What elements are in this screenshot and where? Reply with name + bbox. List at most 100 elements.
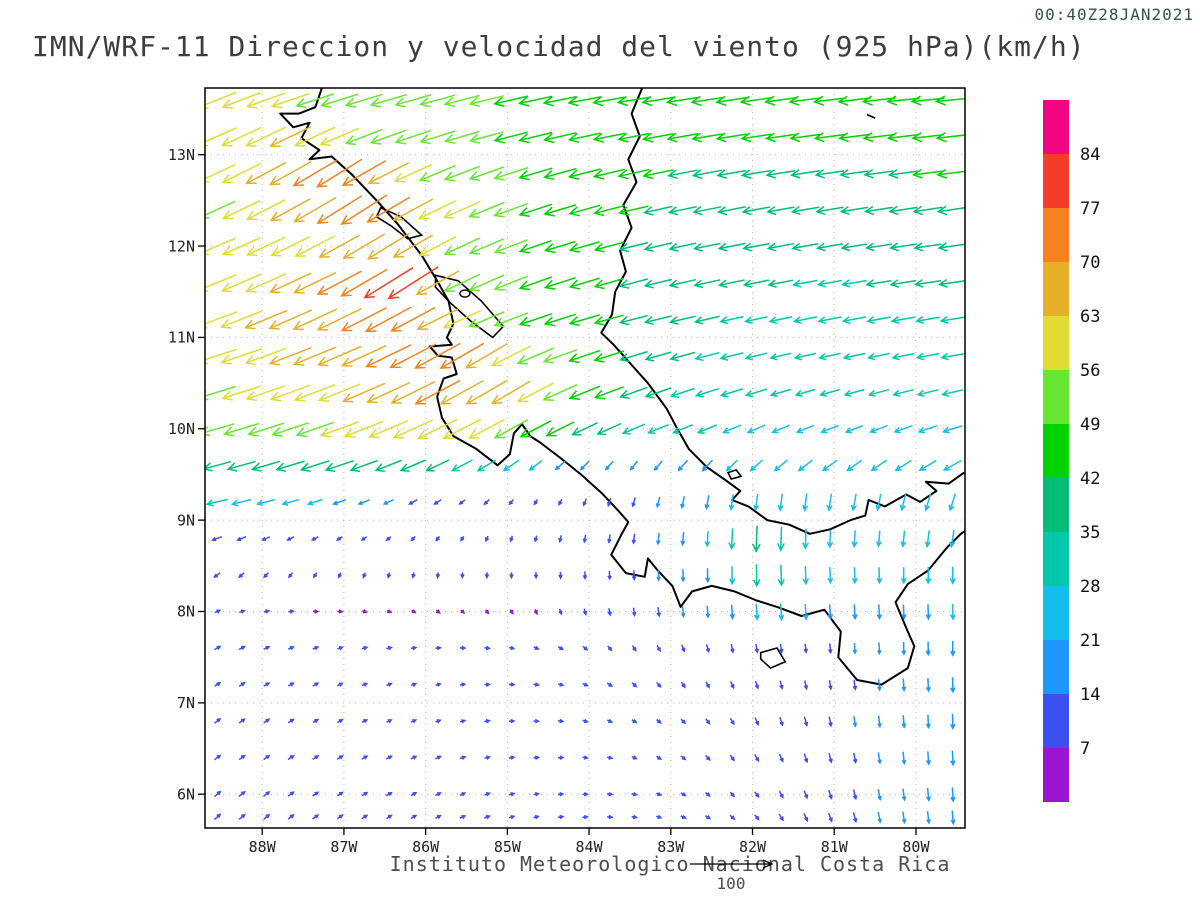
wind-arrow (443, 165, 481, 182)
wind-arrow (618, 278, 648, 289)
colorbar-segment (1043, 478, 1069, 532)
wind-arrow (665, 95, 699, 107)
wind-arrow (433, 499, 442, 505)
wind-arrow (863, 169, 894, 179)
wind-arrow (205, 127, 237, 147)
wind-arrow (533, 572, 539, 580)
wind-arrow (691, 169, 723, 180)
wind-arrow (567, 96, 602, 107)
wind-arrow (917, 425, 938, 434)
wind-arrow (281, 498, 299, 506)
wind-arrow (337, 572, 342, 579)
wind-arrow (316, 345, 362, 367)
wind-arrow (369, 129, 407, 145)
wind-arrow (385, 755, 393, 760)
wind-arrow (618, 205, 649, 216)
wind-arrow (826, 493, 833, 512)
wind-arrow (705, 792, 712, 797)
wind-arrow (219, 310, 263, 329)
wind-arrow (319, 93, 359, 109)
wind-arrow (221, 200, 261, 220)
wind-arrow (238, 790, 246, 798)
wind-arrow (221, 385, 261, 401)
wind-arrow (508, 792, 516, 797)
wind-arrow (719, 315, 744, 325)
colorbar-segment (1043, 316, 1069, 370)
wind-arrow (374, 459, 402, 472)
colorbar-label: 42 (1080, 469, 1100, 489)
wind-arrow (794, 388, 816, 397)
wind-arrow (238, 718, 246, 724)
wind-arrow (287, 791, 295, 797)
wind-arrow (704, 495, 710, 511)
wind-arrow (900, 530, 907, 548)
wind-arrow (435, 645, 442, 651)
lon-tick-label: 82W (739, 838, 767, 856)
wind-arrow (715, 132, 747, 143)
wind-arrow (656, 607, 662, 618)
wind-arrow (410, 645, 418, 651)
wind-arrow (876, 567, 883, 585)
wind-arrow (442, 310, 482, 329)
wind-arrow (435, 609, 441, 614)
wind-arrow (864, 242, 892, 252)
wind-arrow (631, 755, 638, 760)
wind-arrow (558, 535, 563, 544)
wind-arrow (459, 719, 467, 724)
wind-arrow (419, 94, 456, 108)
wind-arrow (894, 459, 912, 472)
wind-arrow (821, 459, 838, 472)
wind-arrow (838, 132, 870, 143)
wind-arrow (779, 643, 784, 654)
wind-arrow (450, 459, 473, 472)
wind-arrow (643, 278, 672, 289)
wind-arrow (593, 350, 625, 363)
wind-arrow (925, 641, 931, 657)
wind-arrow (312, 754, 320, 761)
wind-arrow (950, 713, 956, 731)
wind-arrow (410, 814, 418, 820)
wind-arrow (410, 682, 418, 687)
wind-arrow (618, 241, 649, 253)
wind-arrow (516, 347, 555, 365)
wind-arrow (893, 424, 913, 434)
wind-arrow (701, 459, 714, 472)
wind-arrow (268, 309, 313, 330)
wind-arrow (263, 645, 271, 650)
wind-arrow (728, 566, 736, 586)
wind-arrow (841, 316, 867, 325)
wind-arrow (270, 236, 311, 257)
lat-tick-label: 10N (168, 420, 195, 438)
wind-arrow (425, 459, 450, 472)
wind-arrow (263, 790, 271, 797)
colorbar-segment (1043, 532, 1069, 586)
wind-arrow (900, 567, 907, 585)
wind-arrow (888, 205, 918, 216)
wind-arrow (238, 609, 246, 614)
wind-arrow (393, 164, 432, 183)
wind-arrow (366, 381, 411, 404)
wind-arrow (415, 270, 460, 295)
lon-tick-label: 80W (902, 838, 930, 856)
wind-arrow (386, 682, 393, 687)
wind-arrow (876, 604, 883, 621)
wind-arrow (852, 789, 858, 801)
wind-arrow (263, 609, 271, 614)
wind-arrow (852, 752, 858, 764)
wind-arrow (362, 609, 368, 614)
wind-arrow (293, 196, 337, 223)
wind-arrow (269, 126, 312, 148)
wind-arrow (886, 95, 920, 106)
wind-arrow (916, 389, 939, 397)
wind-arrow (680, 532, 686, 547)
wind-arrow (767, 279, 794, 288)
wind-arrow (286, 536, 295, 541)
wind-arrow (516, 382, 555, 403)
wind-arrow (876, 530, 882, 548)
wind-arrow (866, 316, 891, 325)
colorbar-segment (1043, 154, 1069, 208)
wind-arrow (765, 169, 796, 179)
wind-arrow (852, 642, 858, 655)
wind-arrow (721, 424, 742, 434)
